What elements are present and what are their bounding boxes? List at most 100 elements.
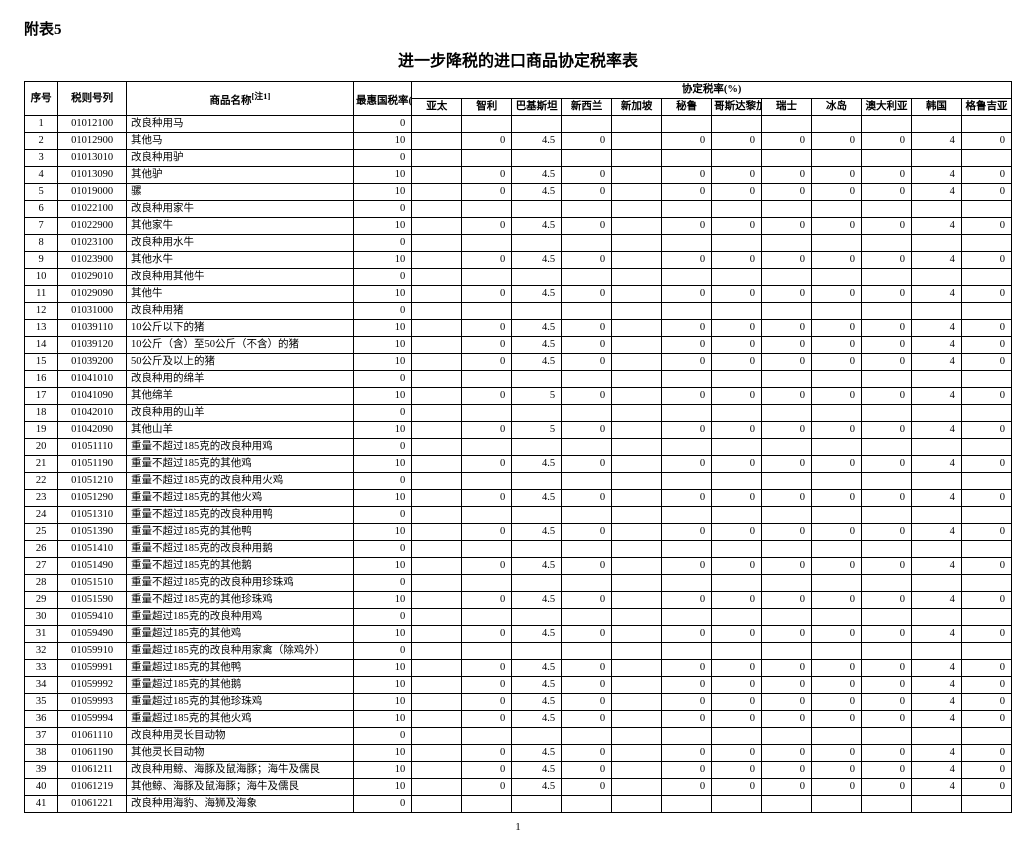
cell — [562, 150, 612, 167]
cell — [612, 269, 662, 286]
table-row: 2401051310重量不超过185克的改良种用鸭0 — [25, 507, 1012, 524]
cell: 01029010 — [58, 269, 127, 286]
cell: 5 — [25, 184, 58, 201]
cell — [911, 609, 961, 626]
cell: 0 — [462, 626, 512, 643]
cell: 12 — [25, 303, 58, 320]
cell — [911, 796, 961, 813]
cell: 0 — [712, 320, 762, 337]
cell: 0 — [812, 320, 862, 337]
cell: 0 — [762, 626, 812, 643]
table-row: 2901051590重量不超过185克的其他珍珠鸡1004.500000040 — [25, 592, 1012, 609]
cell: 10 — [353, 320, 411, 337]
cell: 0 — [353, 405, 411, 422]
cell — [762, 405, 812, 422]
cell: 01013090 — [58, 167, 127, 184]
cell — [961, 405, 1011, 422]
cell — [612, 728, 662, 745]
cell — [612, 626, 662, 643]
cell: 10 — [353, 456, 411, 473]
cell — [412, 201, 462, 218]
table-row: 1201031000改良种用猪0 — [25, 303, 1012, 320]
cell: 0 — [562, 762, 612, 779]
cell: 0 — [562, 490, 612, 507]
cell: 20 — [25, 439, 58, 456]
cell: 0 — [712, 388, 762, 405]
cell: 重量不超过185克的其他珍珠鸡 — [127, 592, 354, 609]
cell — [612, 303, 662, 320]
cell: 01012900 — [58, 133, 127, 150]
cell: 4.5 — [512, 677, 562, 694]
cell: 9 — [25, 252, 58, 269]
cell — [911, 643, 961, 660]
cell: 0 — [462, 694, 512, 711]
cell: 0 — [961, 779, 1011, 796]
cell: 0 — [812, 745, 862, 762]
cell: 36 — [25, 711, 58, 728]
cell — [712, 473, 762, 490]
cell: 0 — [353, 609, 411, 626]
table-row: 1001029010改良种用其他牛0 — [25, 269, 1012, 286]
cell: 0 — [712, 354, 762, 371]
cell — [462, 405, 512, 422]
table-row: 401013090其他驴1004.500000040 — [25, 167, 1012, 184]
cell — [462, 609, 512, 626]
cell: 16 — [25, 371, 58, 388]
cell: 0 — [353, 473, 411, 490]
cell — [961, 201, 1011, 218]
cell: 0 — [961, 133, 1011, 150]
cell — [911, 201, 961, 218]
cell — [762, 609, 812, 626]
col-rate-4: 新加坡 — [612, 99, 662, 116]
table-row: 3301059991重量超过185克的其他鸭1004.500000040 — [25, 660, 1012, 677]
cell — [612, 541, 662, 558]
cell — [961, 796, 1011, 813]
cell — [412, 303, 462, 320]
cell — [911, 371, 961, 388]
cell: 0 — [662, 779, 712, 796]
table-row: 501019000骡1004.500000040 — [25, 184, 1012, 201]
cell: 4 — [911, 592, 961, 609]
table-row: 3001059410重量超过185克的改良种用鸡0 — [25, 609, 1012, 626]
cell — [462, 507, 512, 524]
cell — [712, 371, 762, 388]
cell — [961, 303, 1011, 320]
cell: 31 — [25, 626, 58, 643]
cell — [861, 643, 911, 660]
cell: 0 — [662, 167, 712, 184]
cell: 0 — [812, 354, 862, 371]
cell: 0 — [762, 524, 812, 541]
table-row: 301013010改良种用驴0 — [25, 150, 1012, 167]
cell: 0 — [861, 184, 911, 201]
cell — [662, 643, 712, 660]
cell — [662, 269, 712, 286]
cell — [412, 524, 462, 541]
cell: 其他绵羊 — [127, 388, 354, 405]
table-row: 3901061211改良种用鲸、海豚及鼠海豚；海牛及儒艮1004.5000000… — [25, 762, 1012, 779]
cell: 01023900 — [58, 252, 127, 269]
cell: 0 — [712, 711, 762, 728]
cell — [462, 303, 512, 320]
cell — [562, 643, 612, 660]
cell — [512, 796, 562, 813]
table-row: 140103912010公斤（含）至50公斤（不含）的猪1004.5000000… — [25, 337, 1012, 354]
cell — [662, 439, 712, 456]
cell: 0 — [812, 677, 862, 694]
cell — [662, 150, 712, 167]
cell: 0 — [662, 456, 712, 473]
cell: 0 — [662, 711, 712, 728]
cell: 重量不超过185克的改良种用鸡 — [127, 439, 354, 456]
cell — [911, 303, 961, 320]
cell: 37 — [25, 728, 58, 745]
cell — [462, 116, 512, 133]
col-rate-group: 协定税率(%) — [412, 82, 1012, 99]
table-row: 1701041090其他绵羊100500000040 — [25, 388, 1012, 405]
cell — [412, 609, 462, 626]
cell — [412, 626, 462, 643]
cell: 改良种用其他牛 — [127, 269, 354, 286]
cell: 5 — [512, 422, 562, 439]
cell: 0 — [961, 320, 1011, 337]
col-rate-7: 瑞士 — [762, 99, 812, 116]
cell: 01051410 — [58, 541, 127, 558]
cell: 0 — [712, 779, 762, 796]
